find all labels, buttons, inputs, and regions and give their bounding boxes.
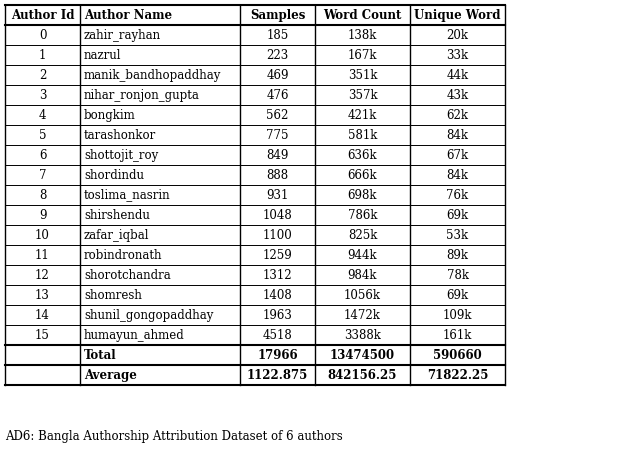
Text: 84k: 84k bbox=[447, 168, 468, 182]
Text: 84k: 84k bbox=[447, 129, 468, 142]
Text: shorotchandra: shorotchandra bbox=[84, 268, 171, 281]
Text: shunil_gongopaddhay: shunil_gongopaddhay bbox=[84, 309, 213, 322]
Text: 8: 8 bbox=[39, 189, 46, 202]
Text: 13: 13 bbox=[35, 288, 50, 302]
Text: 89k: 89k bbox=[447, 249, 468, 262]
Text: 698k: 698k bbox=[348, 189, 377, 202]
Text: 4518: 4518 bbox=[262, 328, 292, 341]
Text: 2: 2 bbox=[39, 68, 46, 82]
Text: 62k: 62k bbox=[447, 108, 468, 121]
Text: 1963: 1963 bbox=[262, 309, 292, 322]
Text: 1122.875: 1122.875 bbox=[247, 369, 308, 381]
Text: Author Id: Author Id bbox=[11, 8, 74, 22]
Text: 562: 562 bbox=[266, 108, 289, 121]
Text: 185: 185 bbox=[266, 29, 289, 41]
Text: 888: 888 bbox=[266, 168, 289, 182]
Text: 11: 11 bbox=[35, 249, 50, 262]
Text: 14: 14 bbox=[35, 309, 50, 322]
Text: zafar_iqbal: zafar_iqbal bbox=[84, 228, 150, 242]
Text: 590660: 590660 bbox=[433, 348, 482, 362]
Text: 20k: 20k bbox=[447, 29, 468, 41]
Text: 842156.25: 842156.25 bbox=[328, 369, 397, 381]
Text: 0: 0 bbox=[39, 29, 46, 41]
Text: 1056k: 1056k bbox=[344, 288, 381, 302]
Text: 69k: 69k bbox=[447, 288, 468, 302]
Text: 43k: 43k bbox=[447, 89, 468, 101]
Text: nihar_ronjon_gupta: nihar_ronjon_gupta bbox=[84, 89, 200, 101]
Text: 636k: 636k bbox=[348, 149, 378, 161]
Text: Unique Word: Unique Word bbox=[414, 8, 500, 22]
Text: 13474500: 13474500 bbox=[330, 348, 395, 362]
Text: humayun_ahmed: humayun_ahmed bbox=[84, 328, 185, 341]
Text: 666k: 666k bbox=[348, 168, 378, 182]
Text: 469: 469 bbox=[266, 68, 289, 82]
Text: 33k: 33k bbox=[447, 48, 468, 61]
Text: 1312: 1312 bbox=[262, 268, 292, 281]
Text: 161k: 161k bbox=[443, 328, 472, 341]
Text: Average: Average bbox=[84, 369, 137, 381]
Text: manik_bandhopaddhay: manik_bandhopaddhay bbox=[84, 68, 221, 82]
Text: 786k: 786k bbox=[348, 209, 377, 221]
Text: tarashonkor: tarashonkor bbox=[84, 129, 156, 142]
Text: 1048: 1048 bbox=[262, 209, 292, 221]
Text: 138k: 138k bbox=[348, 29, 377, 41]
Text: shirshendu: shirshendu bbox=[84, 209, 150, 221]
Text: 76k: 76k bbox=[447, 189, 468, 202]
Text: zahir_rayhan: zahir_rayhan bbox=[84, 29, 161, 41]
Text: 1: 1 bbox=[39, 48, 46, 61]
Text: 17966: 17966 bbox=[257, 348, 298, 362]
Text: 931: 931 bbox=[266, 189, 289, 202]
Text: 12: 12 bbox=[35, 268, 50, 281]
Text: shomresh: shomresh bbox=[84, 288, 142, 302]
Text: nazrul: nazrul bbox=[84, 48, 122, 61]
Text: 775: 775 bbox=[266, 129, 289, 142]
Text: 67k: 67k bbox=[447, 149, 468, 161]
Text: AD6: Bangla Authorship Attribution Dataset of 6 authors: AD6: Bangla Authorship Attribution Datas… bbox=[5, 430, 343, 443]
Text: 10: 10 bbox=[35, 228, 50, 242]
Text: 53k: 53k bbox=[447, 228, 468, 242]
Text: shottojit_roy: shottojit_roy bbox=[84, 149, 158, 161]
Text: 44k: 44k bbox=[447, 68, 468, 82]
Text: 984k: 984k bbox=[348, 268, 377, 281]
Text: 1100: 1100 bbox=[262, 228, 292, 242]
Text: 3388k: 3388k bbox=[344, 328, 381, 341]
Text: 1259: 1259 bbox=[262, 249, 292, 262]
Text: 5: 5 bbox=[39, 129, 46, 142]
Text: 78k: 78k bbox=[447, 268, 468, 281]
Text: bongkim: bongkim bbox=[84, 108, 136, 121]
Text: 1408: 1408 bbox=[262, 288, 292, 302]
Text: 71822.25: 71822.25 bbox=[427, 369, 488, 381]
Text: Total: Total bbox=[84, 348, 116, 362]
Text: toslima_nasrin: toslima_nasrin bbox=[84, 189, 171, 202]
Text: 223: 223 bbox=[266, 48, 289, 61]
Text: 6: 6 bbox=[39, 149, 46, 161]
Text: 849: 849 bbox=[266, 149, 289, 161]
Text: Samples: Samples bbox=[250, 8, 305, 22]
Text: Word Count: Word Count bbox=[323, 8, 402, 22]
Text: Author Name: Author Name bbox=[84, 8, 172, 22]
Text: robindronath: robindronath bbox=[84, 249, 163, 262]
Text: 69k: 69k bbox=[447, 209, 468, 221]
Text: 825k: 825k bbox=[348, 228, 377, 242]
Text: shordindu: shordindu bbox=[84, 168, 144, 182]
Text: 351k: 351k bbox=[348, 68, 377, 82]
Text: 109k: 109k bbox=[443, 309, 472, 322]
Text: 476: 476 bbox=[266, 89, 289, 101]
Text: 7: 7 bbox=[39, 168, 46, 182]
Text: 944k: 944k bbox=[348, 249, 378, 262]
Text: 167k: 167k bbox=[348, 48, 377, 61]
Text: 357k: 357k bbox=[348, 89, 378, 101]
Text: 9: 9 bbox=[39, 209, 46, 221]
Text: 1472k: 1472k bbox=[344, 309, 381, 322]
Text: 581k: 581k bbox=[348, 129, 377, 142]
Text: 15: 15 bbox=[35, 328, 50, 341]
Text: 4: 4 bbox=[39, 108, 46, 121]
Text: 3: 3 bbox=[39, 89, 46, 101]
Text: 421k: 421k bbox=[348, 108, 377, 121]
